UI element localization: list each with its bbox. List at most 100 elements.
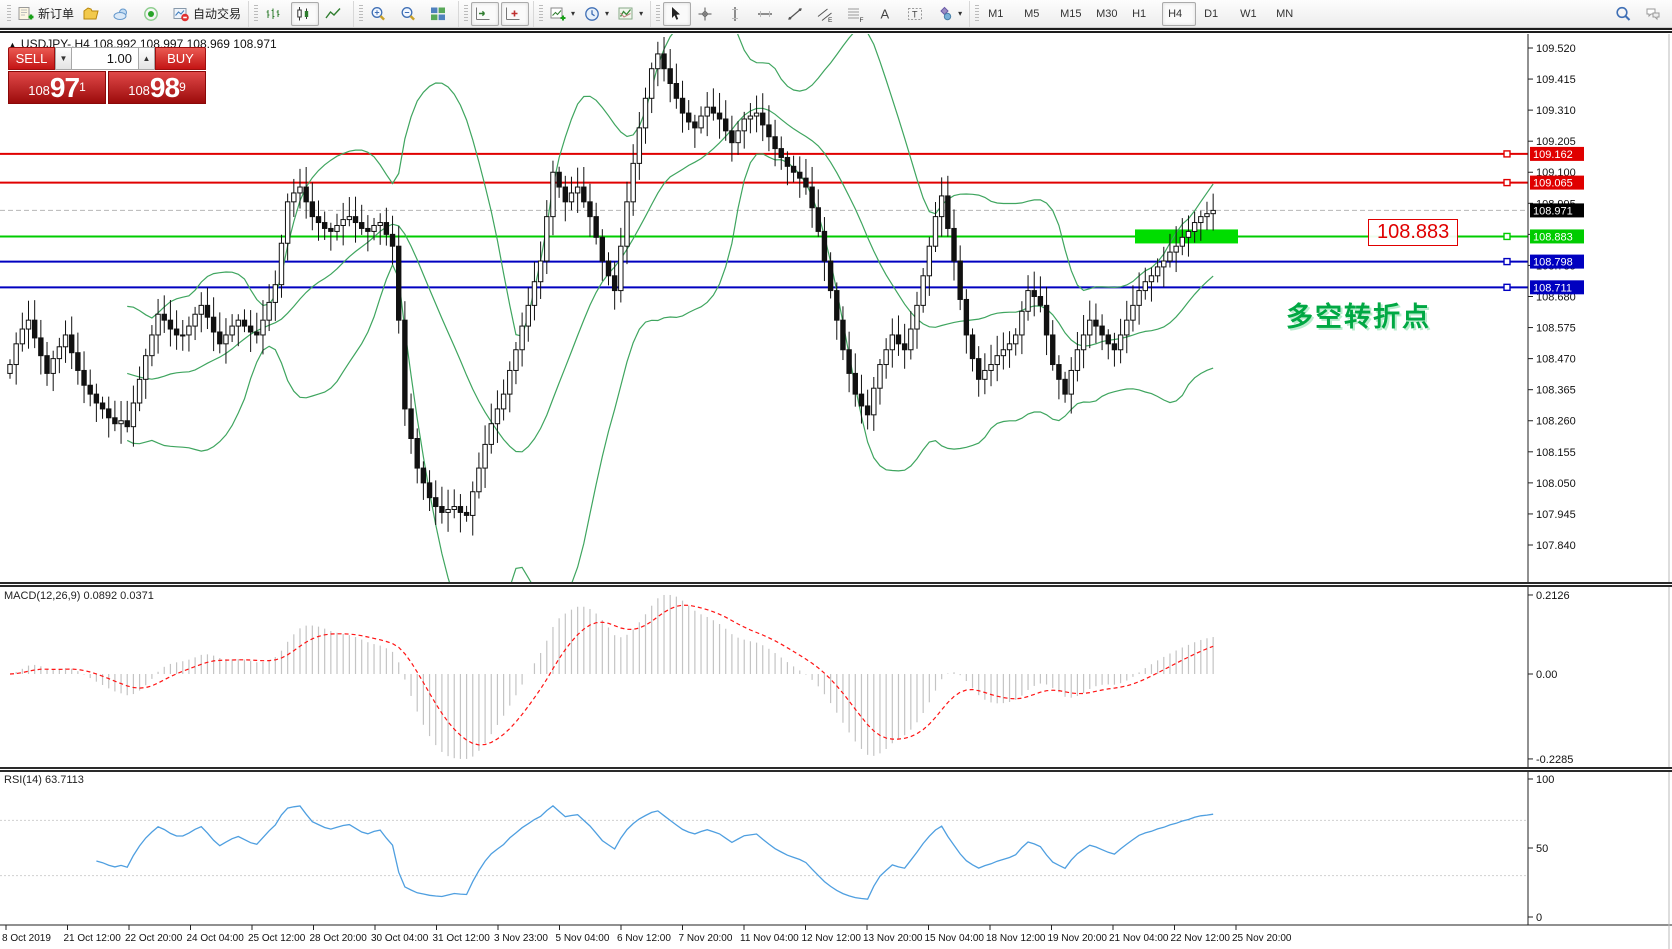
tile-windows-button[interactable] [426,2,454,26]
time-axis-label: 6 Nov 12:00 [617,933,671,944]
main-chart-layer [0,34,1528,583]
timeframe-h1[interactable]: H1 [1132,7,1147,20]
price-level-label: 109.065 [1533,178,1573,190]
level-line-handle[interactable] [1503,232,1511,241]
auto-scroll-button[interactable] [471,1,500,26]
trendline-icon [788,7,802,20]
period-button[interactable]: ▾ [580,2,612,26]
timeframe-m15[interactable]: M15 [1060,7,1082,20]
shapes-button-caret[interactable]: ▾ [958,9,963,18]
new-order-button[interactable]: 新订单 [14,2,77,26]
new-chart-icon [550,7,566,20]
time-axis-label: 18 Nov 12:00 [986,933,1046,944]
price-text-annotation[interactable]: 108.883 [1368,219,1459,246]
toolbar-grip [254,4,259,23]
tile-windows-icon [431,7,446,20]
volume-input[interactable] [72,47,138,70]
toolbar-group-6: M1 M5 M15 M30 H1 H4 D1 W1 MN [969,0,1308,27]
sell-price-big: 97 [49,72,80,103]
chart-shift-icon [506,7,520,20]
sell-price-small: 108 [28,83,50,98]
turning-point-annotation[interactable]: 多空转折点 [1286,302,1431,332]
time-axis-label: 19 Nov 20:00 [1048,933,1108,944]
trendline-button[interactable] [783,2,811,26]
timeframe-m1[interactable]: M1 [988,7,1004,20]
new-chart-button[interactable]: ▾ [546,2,578,26]
period-button-caret[interactable]: ▾ [605,9,610,18]
candlestick-button[interactable] [291,1,320,26]
timeframe-h4[interactable]: H4 [1162,1,1197,26]
macd-indicator-label: MACD(12,26,9) 0.0892 0.0371 [4,590,154,602]
bar-chart-button[interactable] [261,2,289,26]
toolbar-group-3 [458,0,533,27]
level-line-handle[interactable] [1503,150,1511,158]
time-axis-label: 15 Nov 04:00 [925,933,985,944]
price-level-label: 108.798 [1533,257,1573,269]
toolbar-grip [539,4,544,23]
autotrading-button[interactable]: 自动交易 [169,2,244,26]
macd-signal-line [9,604,1214,746]
timeframe-d1[interactable]: D1 [1204,7,1219,20]
symbol-collapse-icon[interactable]: ▲ [8,40,17,50]
fibonacci-button[interactable]: F [843,2,871,26]
line-chart-button[interactable] [321,2,349,26]
toolbar-group-0: 新订单 自动交易 [2,1,248,27]
price-axis-tick: 109.310 [1536,105,1576,117]
chat-button[interactable] [1641,2,1669,26]
panel-separator-rsi[interactable] [0,767,1672,772]
level-line-handle[interactable] [1503,257,1511,266]
indicators-icon [618,7,633,19]
price-axis-tick: 108.155 [1536,447,1576,459]
sell-price-sup: 1 [79,80,86,94]
sell-price-button[interactable]: 108 97 1 [8,71,106,104]
data-window-button[interactable] [109,2,137,26]
vertical-line-button[interactable] [723,2,751,26]
timeframe-mn[interactable]: MN [1276,7,1294,20]
indicators-button-caret[interactable]: ▾ [639,9,644,18]
text-button[interactable]: A [873,2,901,26]
clock-icon [585,6,599,21]
toolbar-grip [464,4,469,23]
zoom-in-icon [371,6,385,20]
chat-icon [1646,8,1660,20]
toolbar-group-5: E F A T ▾ [650,0,969,27]
timeframe-w1[interactable]: W1 [1240,7,1257,20]
buy-price-button[interactable]: 108 98 9 [108,71,206,104]
price-axis-tick: 108.365 [1536,385,1576,397]
indicators-button[interactable]: ▾ [614,2,646,26]
zoom-out-button[interactable] [396,2,424,26]
text-label-button[interactable]: T [903,2,931,26]
chart-shift-button[interactable] [501,1,530,26]
search-icon [1616,6,1631,21]
sell-button[interactable]: SELL [8,47,55,70]
crosshair-button[interactable] [693,2,721,26]
timeframe-m5[interactable]: M5 [1024,7,1040,20]
level-line-handle[interactable] [1503,178,1511,187]
buy-price-small: 108 [128,83,150,98]
time-axis-label: 25 Nov 20:00 [1232,933,1292,944]
toolbar-group-2 [353,0,458,27]
zoom-in-button[interactable] [366,2,394,26]
level-line-handle[interactable] [1503,283,1511,292]
autotrading-icon [173,7,189,21]
price-axis-tick: 107.945 [1536,509,1576,521]
equidistant-channel-button[interactable]: E [813,2,841,26]
cursor-button[interactable] [663,1,692,26]
price-axis-tick: 108.260 [1536,416,1576,428]
volume-decrease-button[interactable]: ▼ [55,47,72,70]
news-button[interactable] [139,2,167,26]
horizontal-line-button[interactable] [753,2,781,26]
shapes-button[interactable]: ▾ [933,2,965,26]
profiles-button[interactable] [79,2,107,26]
search-button[interactable] [1611,2,1639,26]
timeframe-m30[interactable]: M30 [1096,7,1118,20]
buy-button[interactable]: BUY [155,47,206,70]
panel-separator-macd[interactable] [0,582,1672,587]
folder-icon [83,6,99,19]
new-chart-button-caret[interactable]: ▾ [571,9,576,18]
volume-increase-button[interactable]: ▲ [138,47,155,70]
new-order-button-label: 新订单 [38,7,75,21]
macd-axis-tick: 0.00 [1536,669,1557,681]
